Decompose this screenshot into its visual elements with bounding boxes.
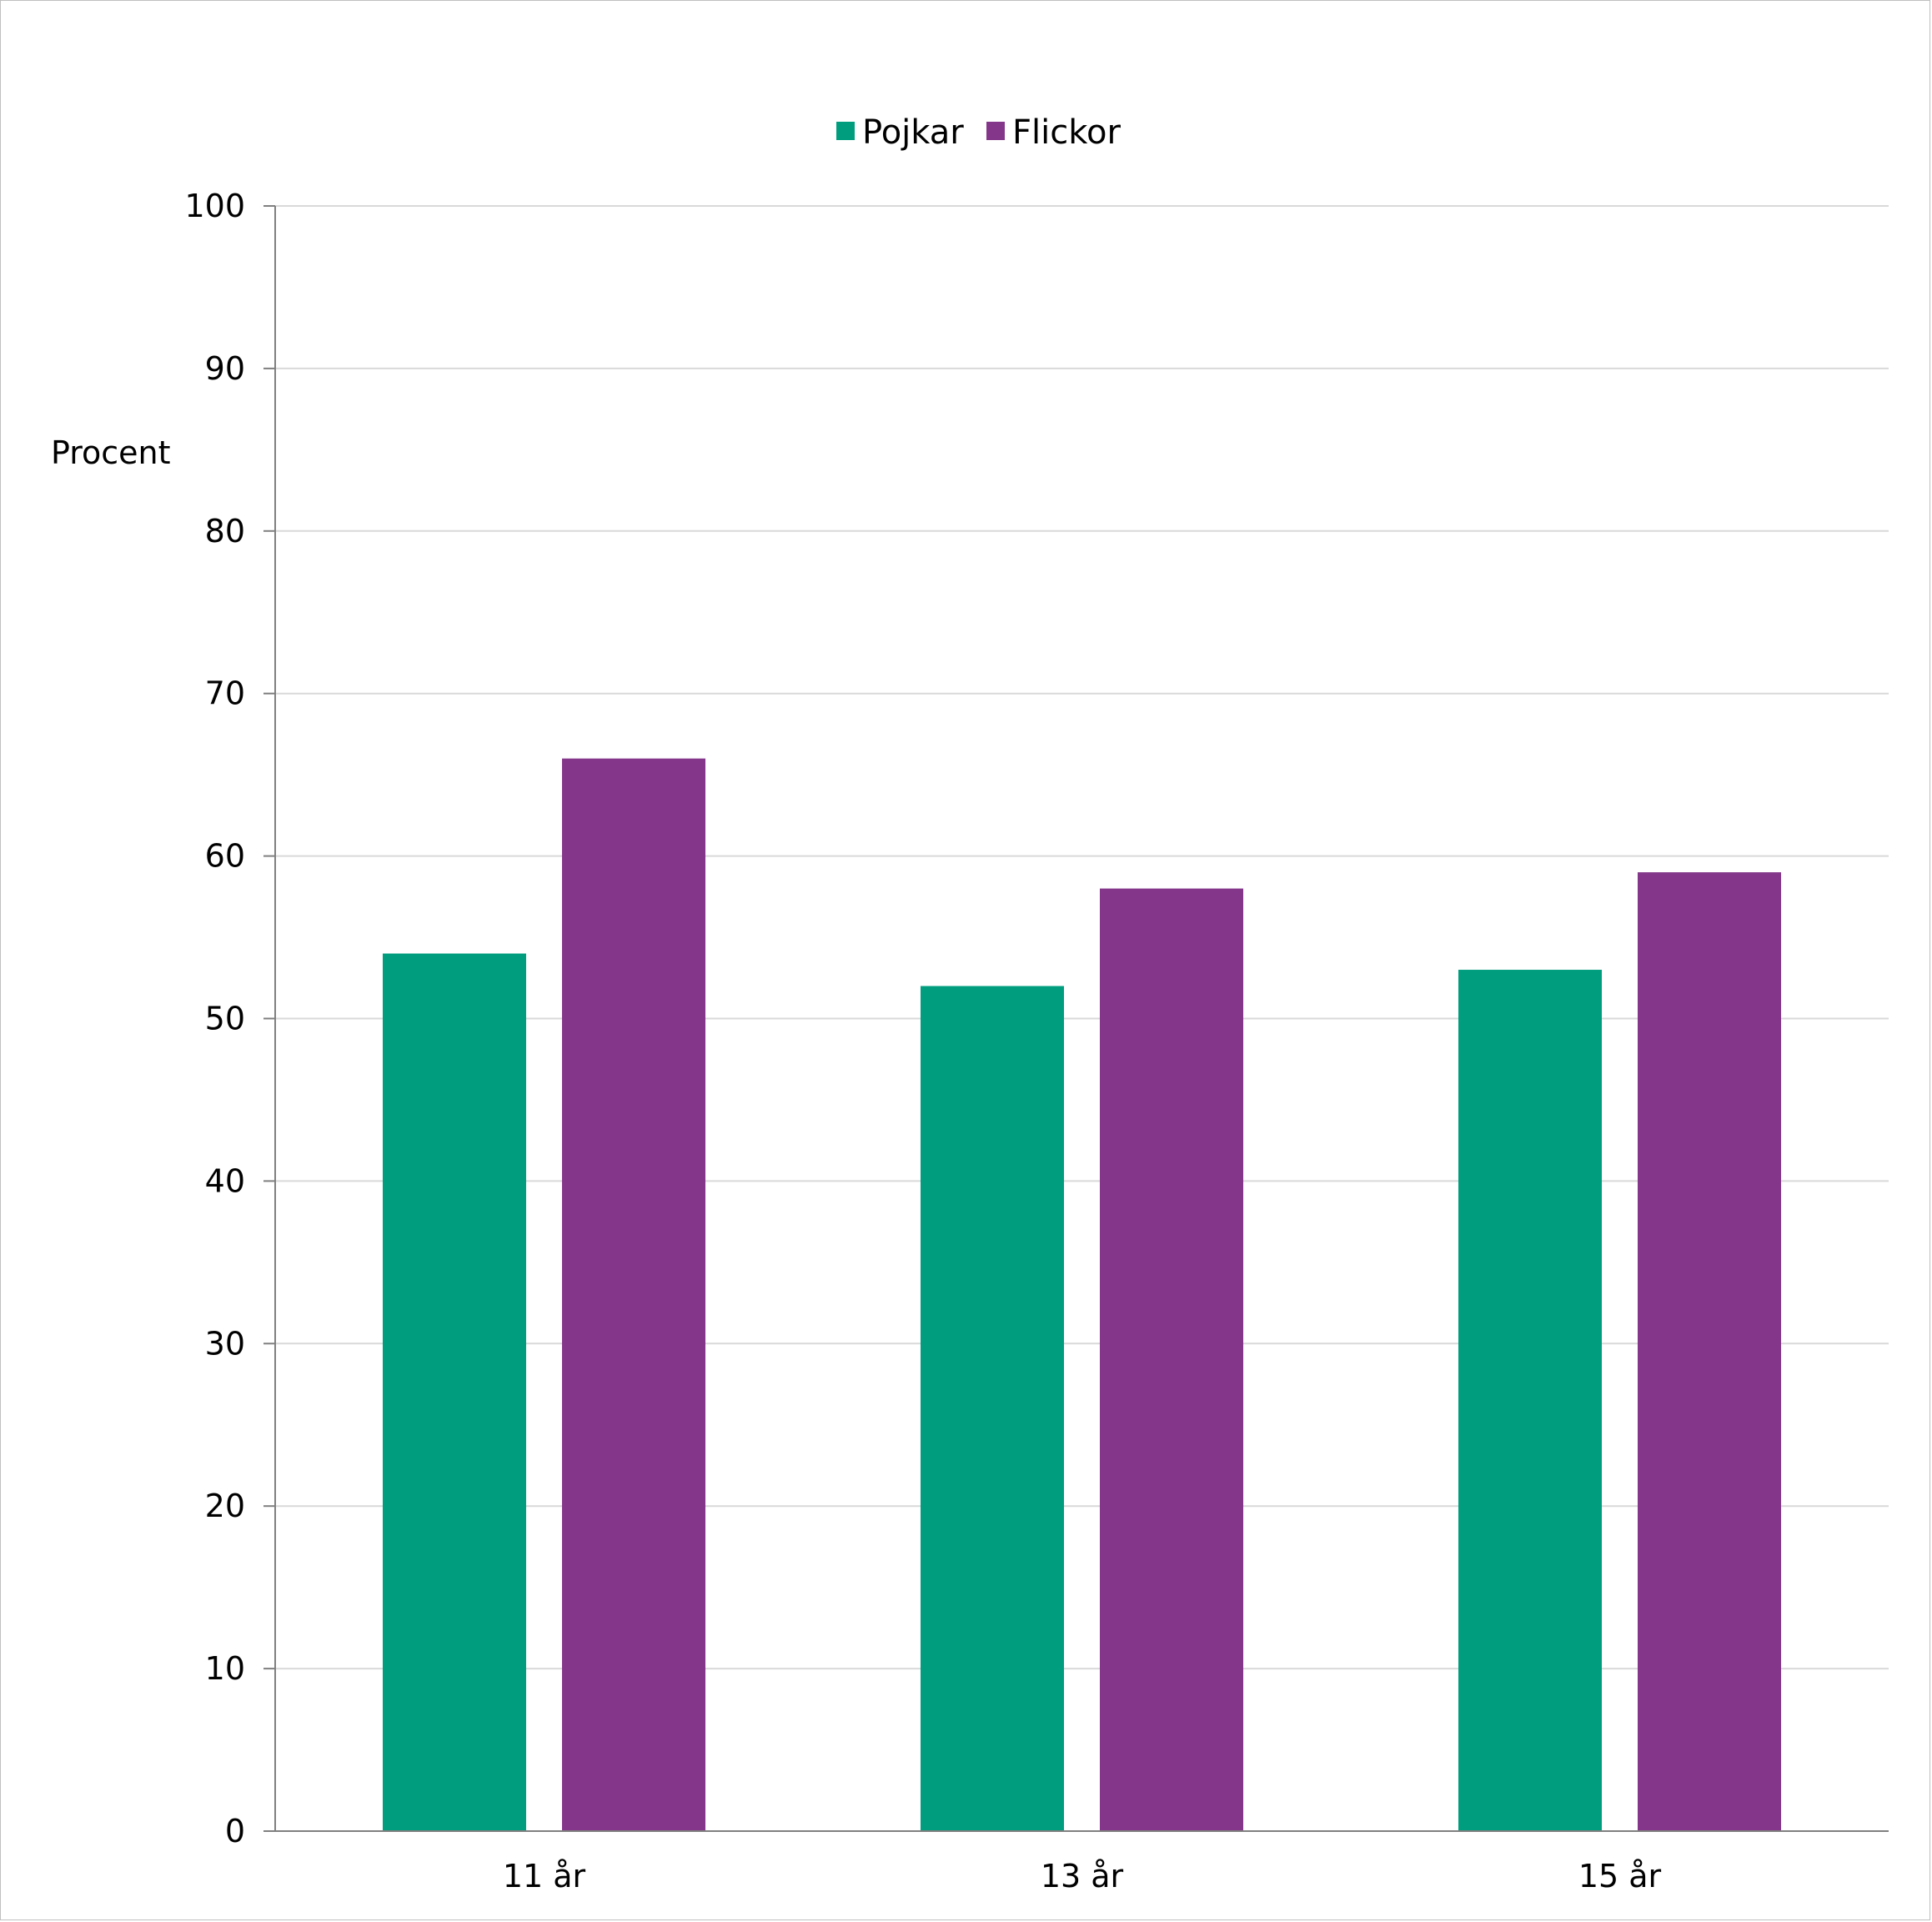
y-tick-label: 40 bbox=[205, 1162, 245, 1199]
bar-flickor-1 bbox=[1100, 888, 1243, 1831]
legend-swatch bbox=[836, 122, 855, 140]
y-tick-label: 20 bbox=[205, 1488, 245, 1524]
x-tick-label: 15 år bbox=[1578, 1858, 1662, 1894]
legend-label: Flickor bbox=[1012, 113, 1121, 152]
x-tick-label: 11 år bbox=[503, 1858, 586, 1894]
bar-pojkar-0 bbox=[383, 953, 526, 1831]
y-tick-label: 90 bbox=[205, 350, 245, 387]
y-tick-label: 80 bbox=[205, 513, 245, 550]
bar-flickor-0 bbox=[562, 758, 705, 1832]
legend-item-flickor: Flickor bbox=[986, 113, 1121, 152]
y-tick-label: 0 bbox=[225, 1813, 245, 1849]
y-tick-label: 10 bbox=[205, 1650, 245, 1687]
y-tick-label: 100 bbox=[184, 188, 245, 224]
y-tick-label: 70 bbox=[205, 675, 245, 712]
y-axis-title: Procent bbox=[51, 434, 171, 471]
bar-pojkar-2 bbox=[1458, 970, 1602, 1831]
gridlines bbox=[275, 205, 1889, 1670]
legend-item-pojkar: Pojkar bbox=[836, 113, 964, 152]
bar-pojkar-1 bbox=[921, 986, 1064, 1831]
legend-swatch bbox=[986, 122, 1005, 140]
y-tick-labels: 0 10 20 30 40 50 60 70 80 90 100 bbox=[184, 188, 245, 1849]
legend-label: Pojkar bbox=[862, 113, 964, 152]
x-tick-labels: 11 år 13 år 15 år bbox=[503, 1858, 1662, 1894]
legend: Pojkar Flickor bbox=[836, 113, 1121, 152]
bar-flickor-2 bbox=[1638, 872, 1781, 1831]
y-tick-label: 50 bbox=[205, 1001, 245, 1037]
y-tick-label: 60 bbox=[205, 838, 245, 875]
axes bbox=[263, 205, 1889, 1832]
x-tick-label: 13 år bbox=[1041, 1858, 1124, 1894]
bars bbox=[383, 758, 1781, 1832]
y-tick-label: 30 bbox=[205, 1325, 245, 1362]
